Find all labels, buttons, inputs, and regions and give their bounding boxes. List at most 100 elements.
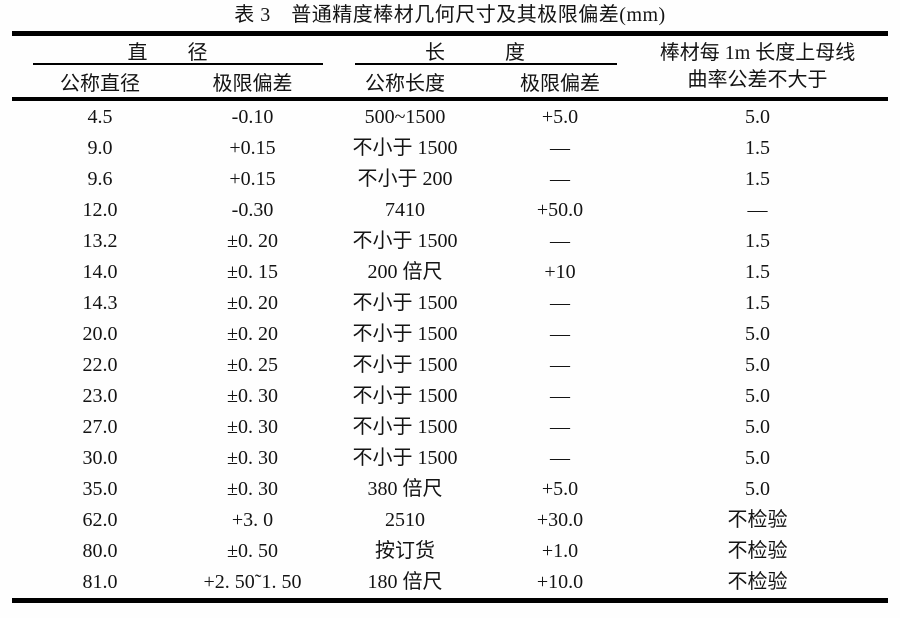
table-cell: ±0. 30: [227, 416, 278, 438]
table-row: 30.0 ±0. 30 不小于 1500 — 5.0: [15, 443, 885, 474]
table-cell: +0.15: [229, 168, 276, 190]
table-cell: —: [550, 416, 570, 438]
table-body: 4.5 -0.10 500~1500 +5.0 5.0 9.0 +0.15 不小于 1500 —…: [15, 102, 885, 598]
table-cell: +3. 0: [231, 509, 274, 531]
table-cell: —: [550, 292, 570, 314]
table-cell: 35.0: [82, 478, 118, 500]
diameter-group-header: 直 径: [15, 36, 323, 65]
table-cell: 9.6: [87, 168, 113, 190]
table-cell: 500~1500: [364, 106, 446, 128]
table-cell: 62.0: [82, 509, 118, 531]
table-cell: +10.0: [536, 571, 584, 593]
table-cell: 81.0: [82, 571, 118, 593]
table-cell: 7410: [385, 199, 425, 221]
table-cell: ±0. 30: [227, 385, 278, 407]
table-cell: —: [550, 354, 570, 376]
table-cell: ±0. 20: [227, 292, 278, 314]
table-cell: 80.0: [82, 540, 118, 562]
nominal-diameter-header: 公称直径: [60, 72, 140, 95]
table-cell: ±0. 30: [227, 478, 278, 500]
table-row: 9.6 +0.15 不小于 200 — 1.5: [15, 164, 885, 195]
length-group-label: 长 度: [425, 42, 525, 64]
table-cell: 9.0: [87, 137, 113, 159]
table-cell: 23.0: [82, 385, 118, 407]
table-row: 20.0 ±0. 20 不小于 1500 — 5.0: [15, 319, 885, 350]
table-cell: 不小于 1500: [352, 354, 458, 376]
table-row: 14.0 ±0. 15 200 倍尺 +10 1.5: [15, 257, 885, 288]
table-row: 23.0 ±0. 30 不小于 1500 — 5.0: [15, 381, 885, 412]
table-cell: 不检验: [727, 571, 788, 593]
table-cell: +1.0: [541, 540, 579, 562]
table-row: 14.3 ±0. 20 不小于 1500 — 1.5: [15, 288, 885, 319]
table-cell: 不小于 1500: [352, 230, 458, 252]
table-cell: —: [550, 447, 570, 469]
table-cell: 1.5: [745, 230, 770, 252]
table-cell: 13.2: [82, 230, 118, 252]
table-cell: +30.0: [536, 509, 584, 531]
table-row: 9.0 +0.15 不小于 1500 — 1.5: [15, 133, 885, 164]
table-cell: —: [550, 168, 570, 190]
table-cell: 1.5: [745, 292, 770, 314]
table-cell: 5.0: [745, 478, 770, 500]
table-cell: —: [550, 323, 570, 345]
table-row: 12.0 -0.30 7410 +50.0 —: [15, 195, 885, 226]
table-cell: +5.0: [541, 478, 579, 500]
table-cell: 4.5: [87, 106, 113, 128]
curvature-header-line1: 棒材每 1m 长度上母线: [659, 41, 856, 64]
table-cell: —: [747, 199, 768, 221]
table-row: 27.0 ±0. 30 不小于 1500 — 5.0: [15, 412, 885, 443]
table-cell: 5.0: [745, 106, 770, 128]
table-cell: 14.0: [82, 261, 118, 283]
diameter-deviation-header: 极限偏差: [212, 72, 293, 95]
table-cell: 30.0: [82, 447, 118, 469]
table-cell: +0.15: [229, 137, 276, 159]
table-cell: 不小于 1500: [352, 447, 458, 469]
table-cell: ±0. 20: [227, 230, 278, 252]
nominal-length-header: 公称长度: [365, 72, 445, 95]
table-row: 35.0 ±0. 30 380 倍尺 +5.0 5.0: [15, 474, 885, 505]
table-cell: 不小于 1500: [352, 292, 458, 314]
header-separator-rule: [12, 97, 888, 101]
table-row: 13.2 ±0. 20 不小于 1500 — 1.5: [15, 226, 885, 257]
table-cell: 20.0: [82, 323, 118, 345]
table-cell: ±0. 20: [227, 323, 278, 345]
curvature-header-line2: 曲率公差不大于: [687, 68, 828, 91]
table-row: 22.0 ±0. 25 不小于 1500 — 5.0: [15, 350, 885, 381]
table-cell: 12.0: [82, 199, 118, 221]
table-cell: —: [550, 137, 570, 159]
table-cell: 1.5: [745, 137, 770, 159]
length-deviation-header: 极限偏差: [520, 72, 600, 95]
top-rule: [12, 31, 888, 36]
table-cell: +2. 50˜1. 50: [203, 571, 302, 593]
bottom-rule: [12, 598, 888, 603]
table-cell: -0.30: [231, 199, 274, 221]
table-row: 81.0 +2. 50˜1. 50 180 倍尺 +10.0 不检验: [15, 567, 885, 598]
table-cell: 不小于 1500: [352, 416, 458, 438]
table-title: 表 3 普通精度棒材几何尺寸及其极限偏差(mm): [234, 4, 666, 26]
table-cell: ±0. 30: [227, 447, 278, 469]
table-cell: 5.0: [745, 354, 770, 376]
table-header: 直 径 长 度 棒材每 1m 长度上母线 曲率公差不大于 公称直径 极限偏差 公…: [15, 36, 885, 97]
table-cell: 22.0: [82, 354, 118, 376]
table-cell: 5.0: [745, 385, 770, 407]
diameter-group-label: 直 径: [127, 42, 208, 64]
table-cell: 1.5: [745, 261, 770, 283]
table-cell: 14.3: [82, 292, 118, 314]
table-cell: 不检验: [727, 540, 788, 562]
table-row: 62.0 +3. 0 2510 +30.0 不检验: [15, 505, 885, 536]
curvature-group-header: 棒材每 1m 长度上母线 曲率公差不大于: [630, 36, 885, 97]
table-cell: ±0. 50: [227, 540, 278, 562]
table-cell: 380 倍尺: [367, 478, 443, 500]
table-cell: 不小于 1500: [352, 137, 458, 159]
table-cell: +5.0: [541, 106, 579, 128]
table-cell: 5.0: [745, 416, 770, 438]
table-cell: 2510: [385, 509, 425, 531]
table-cell: 5.0: [745, 323, 770, 345]
table-cell: +10: [544, 261, 576, 283]
table-cell: 180 倍尺: [367, 571, 443, 593]
table-cell: —: [550, 385, 570, 407]
table-cell: -0.10: [231, 106, 274, 128]
table-cell: 200 倍尺: [367, 261, 443, 283]
diameter-group-underline: [33, 63, 323, 65]
